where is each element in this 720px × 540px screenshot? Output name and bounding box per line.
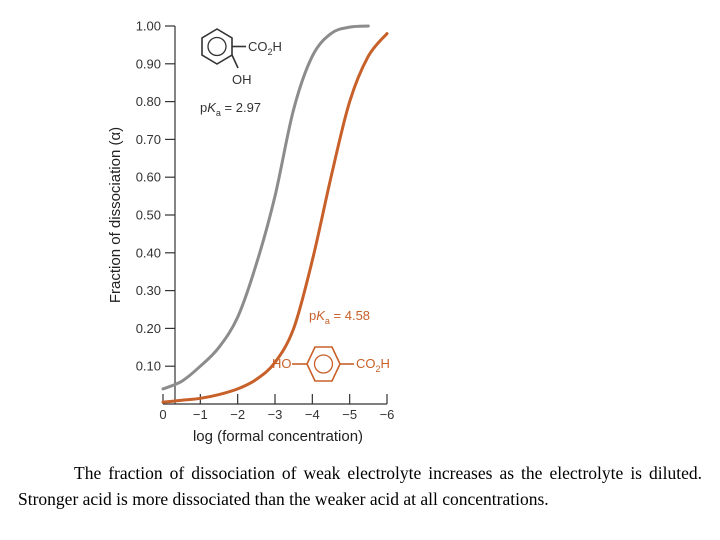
x-tick-label: −4	[305, 407, 320, 422]
y-tick-label: 0.10	[136, 359, 161, 374]
y-tick-label: 0.60	[136, 170, 161, 185]
series-layer	[161, 24, 389, 404]
y-tick-label: 0.70	[136, 132, 161, 147]
y-tick-label: 0.30	[136, 283, 161, 298]
x-tick-label: −2	[230, 407, 245, 422]
pka-annotation-hydroxybenzoic: pKa = 4.58	[309, 308, 370, 326]
series-line-pka-2-97	[161, 24, 370, 391]
y-tick-label: 0.80	[136, 94, 161, 109]
y-tick-label: 0.20	[136, 321, 161, 336]
salicylic-acid-structure: CO2H OH	[201, 28, 282, 87]
benzene-ring-icon	[201, 28, 233, 65]
hydroxyl-left-label: HO	[272, 356, 292, 371]
y-tick-label: 1.00	[136, 19, 161, 34]
hydroxybenzoic-acid-structure: HO CO2H	[272, 346, 390, 382]
y-axis: 0.10 0.20 0.30 0.40 0.50 0.60 0.70 0.80 0.90 1.00	[136, 19, 176, 404]
y-axis-title: Fraction of dissociation (α)	[107, 127, 124, 303]
x-axis-title: log (formal concentration)	[193, 428, 363, 445]
carboxyl-right-label: CO2H	[356, 356, 390, 374]
x-tick-label: −5	[342, 407, 357, 422]
hydroxyl-bond	[231, 54, 239, 69]
hydroxyl-label: OH	[232, 72, 252, 87]
benzene-ring-icon	[306, 346, 341, 382]
figure-caption: The fraction of dissociation of weak ele…	[18, 463, 702, 509]
x-tick-label: −6	[380, 407, 395, 422]
carboxyl-label: CO2H	[248, 39, 282, 57]
x-tick-label: −1	[193, 407, 208, 422]
x-tick-label: 0	[159, 407, 166, 422]
x-axis: 0 −1 −2 −3 −4 −5 −6	[159, 394, 394, 422]
chart: 0.10 0.20 0.30 0.40 0.50 0.60 0.70 0.80 0.90 1.00…	[107, 19, 394, 446]
aromatic-circle-icon	[313, 354, 334, 374]
pka-annotation-salicylic: pKa = 2.97	[200, 100, 261, 118]
x-tick-label: −3	[268, 407, 283, 422]
series-line-pka-4-58	[161, 32, 389, 404]
y-tick-label: 0.50	[136, 208, 161, 223]
aromatic-circle-icon	[207, 36, 227, 57]
y-tick-label: 0.40	[136, 245, 161, 260]
y-tick-label: 0.90	[136, 56, 161, 71]
